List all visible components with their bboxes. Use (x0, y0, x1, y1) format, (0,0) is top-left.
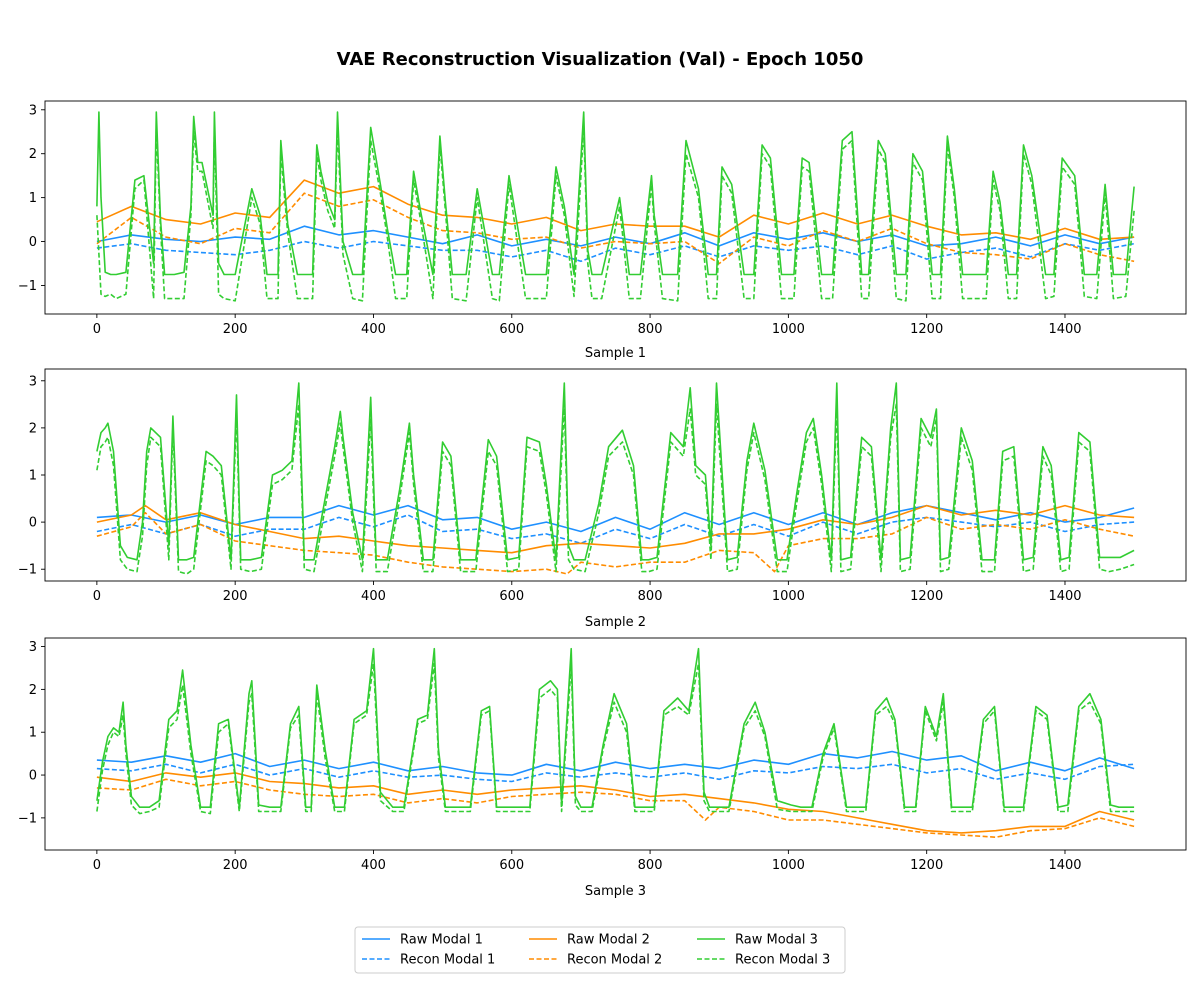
x-tick-label: 0 (93, 858, 101, 873)
x-tick-label: 0 (93, 589, 101, 604)
axes-frame (44, 637, 1187, 851)
x-axis-label: Sample 3 (585, 884, 646, 899)
series-line-recon-modal-3 (96, 403, 1135, 575)
series-group (96, 111, 1135, 302)
series-line-recon-modal-1 (96, 763, 1135, 783)
x-tick-label: 1000 (772, 322, 805, 337)
x-tick-label: 200 (223, 322, 248, 337)
x-tick-label: 1200 (910, 589, 943, 604)
series-line-recon-modal-1 (96, 240, 1135, 263)
x-tick-label: 1400 (1048, 322, 1081, 337)
series-line-recon-modal-1 (96, 514, 1135, 545)
subplot-2: 0 200 400 600 800 1000 1200 1400 −1 0 1 2 3 Sample 2 (18, 368, 1187, 630)
y-tick-label: 0 (29, 235, 37, 250)
y-tick-label: 3 (29, 374, 37, 389)
y-tick-label: 0 (29, 516, 37, 531)
y-tick-label: 2 (29, 683, 37, 698)
series-line-recon-modal-3 (96, 126, 1135, 302)
y-tick-label: 3 (29, 640, 37, 655)
series-line-recon-modal-2 (96, 192, 1135, 265)
subplot-1: 0 200 400 600 800 1000 1200 1400 −1 0 1 2 3 Sample 1 (18, 100, 1187, 361)
x-tick-label: 200 (223, 858, 248, 873)
legend-label: Raw Modal 2 (567, 933, 650, 948)
x-tick-label: 400 (361, 858, 386, 873)
series-line-raw-modal-2 (96, 772, 1135, 834)
y-tick-label: −1 (18, 279, 37, 294)
y-tick-label: 3 (29, 103, 37, 118)
y-tick-label: 1 (29, 726, 37, 741)
y-tick-label: 1 (29, 191, 37, 206)
x-tick-label: 200 (223, 589, 248, 604)
series-line-raw-modal-1 (96, 504, 1135, 533)
x-tick-label: 0 (93, 322, 101, 337)
legend-label: Recon Modal 2 (567, 953, 662, 968)
figure-title: VAE Reconstruction Visualization (Val) -… (337, 49, 864, 70)
legend-item-recon-modal-3: Recon Modal 3 (697, 953, 830, 968)
x-tick-label: 600 (499, 858, 524, 873)
x-tick-label: 1000 (772, 589, 805, 604)
series-line-recon-modal-3 (96, 662, 1135, 815)
series-line-recon-modal-2 (96, 511, 1135, 575)
x-tick-label: 1400 (1048, 858, 1081, 873)
axes-frame (44, 100, 1187, 315)
x-axis-label: Sample 2 (585, 615, 646, 630)
y-tick-label: 0 (29, 769, 37, 784)
series-group (96, 382, 1135, 575)
x-tick-label: 800 (638, 322, 663, 337)
x-tick-label: 400 (361, 589, 386, 604)
y-tick-label: −1 (18, 811, 37, 826)
x-tick-label: 800 (638, 589, 663, 604)
x-tick-label: 1000 (772, 858, 805, 873)
legend: Raw Modal 1 Recon Modal 1 Raw Modal 2 Recon… (354, 926, 846, 974)
legend-label: Recon Modal 1 (400, 953, 495, 968)
y-tick-label: 2 (29, 421, 37, 436)
y-tick-label: −1 (18, 563, 37, 578)
series-line-raw-modal-3 (96, 111, 1135, 276)
series-group (96, 647, 1135, 839)
x-tick-label: 600 (499, 589, 524, 604)
x-tick-label: 1200 (910, 858, 943, 873)
legend-item-raw-modal-3: Raw Modal 3 (697, 933, 818, 948)
legend-label: Raw Modal 1 (400, 933, 483, 948)
series-line-raw-modal-3 (96, 382, 1135, 561)
series-line-raw-modal-2 (96, 504, 1135, 554)
series-line-raw-modal-1 (96, 750, 1135, 776)
y-tick-label: 2 (29, 147, 37, 162)
legend-label: Raw Modal 3 (735, 933, 818, 948)
x-tick-label: 1400 (1048, 589, 1081, 604)
x-tick-label: 400 (361, 322, 386, 337)
legend-item-recon-modal-2: Recon Modal 2 (529, 953, 662, 968)
x-axis-label: Sample 1 (585, 346, 646, 361)
y-tick-label: 1 (29, 469, 37, 484)
legend-item-recon-modal-1: Recon Modal 1 (362, 953, 495, 968)
legend-label: Recon Modal 3 (735, 953, 830, 968)
legend-item-raw-modal-1: Raw Modal 1 (362, 933, 483, 948)
x-tick-label: 1200 (910, 322, 943, 337)
subplot-3: 0 200 400 600 800 1000 1200 1400 −1 0 1 2 3 Sample 3 (18, 637, 1187, 899)
x-tick-label: 600 (499, 322, 524, 337)
series-line-raw-modal-1 (96, 225, 1135, 247)
legend-item-raw-modal-2: Raw Modal 2 (529, 933, 650, 948)
x-tick-label: 800 (638, 858, 663, 873)
